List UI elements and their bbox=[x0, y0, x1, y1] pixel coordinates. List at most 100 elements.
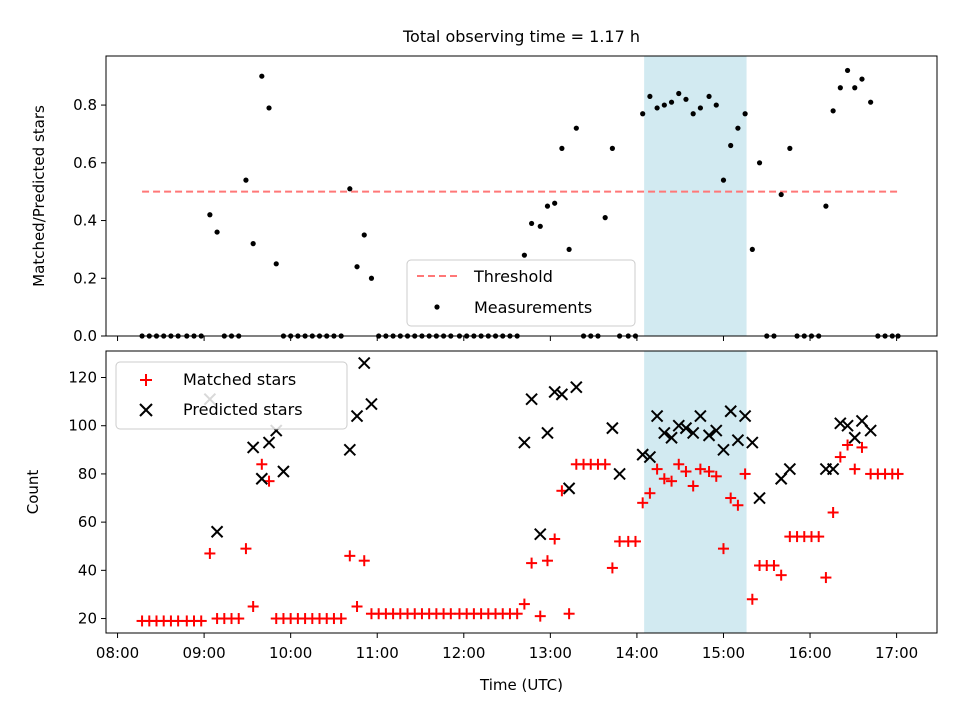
measurement-point bbox=[713, 102, 719, 108]
measurement-point bbox=[661, 102, 667, 108]
matched-star-point bbox=[768, 560, 780, 572]
predicted-star-point bbox=[562, 482, 576, 495]
predicted-star-point bbox=[672, 419, 685, 432]
matched-star-point bbox=[666, 475, 678, 487]
predicted-star-point bbox=[702, 429, 716, 442]
y-tick-label: 0.0 bbox=[73, 327, 97, 345]
matched-star-point bbox=[820, 572, 832, 584]
predicted-star-point bbox=[636, 448, 649, 461]
predicted-star-point bbox=[864, 424, 877, 437]
predicted-star-point bbox=[710, 424, 723, 437]
measurement-point bbox=[250, 241, 256, 247]
measurement-point bbox=[243, 177, 249, 183]
measurement-point bbox=[552, 200, 558, 206]
predicted-star-point bbox=[262, 436, 276, 449]
x-tick-label: 15:00 bbox=[702, 644, 745, 662]
measurement-point bbox=[647, 93, 653, 100]
predicted-star-point bbox=[210, 525, 224, 538]
x-tick-label: 16:00 bbox=[788, 644, 831, 662]
predicted-star-point bbox=[848, 431, 861, 444]
y-tick-label: 0.6 bbox=[73, 154, 97, 172]
y-axis-label: Matched/Predicted stars bbox=[30, 105, 48, 287]
y-tick-label: 100 bbox=[68, 417, 97, 435]
predicted-star-point bbox=[834, 417, 847, 430]
predicted-star-point bbox=[658, 426, 671, 440]
matched-star-point bbox=[233, 613, 245, 625]
matched-star-point bbox=[256, 458, 268, 470]
measurement-point bbox=[706, 93, 712, 100]
predicted-star-point bbox=[753, 491, 766, 505]
measurement-point bbox=[697, 105, 703, 111]
measurement-point bbox=[537, 223, 543, 229]
x-tick-label: 08:00 bbox=[96, 644, 139, 662]
legend-predicted-swatch bbox=[139, 403, 153, 417]
matched-star-point bbox=[732, 499, 744, 511]
matched-star-point bbox=[637, 497, 649, 509]
legend-top: Threshold Measurements bbox=[406, 259, 636, 327]
x-tick-label: 09:00 bbox=[182, 644, 225, 662]
predicted-star-point bbox=[841, 419, 854, 432]
predicted-star-point bbox=[613, 467, 626, 481]
y-tick-label: 20 bbox=[78, 610, 97, 628]
matched-star-point bbox=[680, 466, 692, 478]
measurement-point bbox=[830, 108, 836, 114]
y-axis-label: Count bbox=[24, 470, 42, 515]
matched-star-point bbox=[725, 492, 737, 504]
matched-star-point bbox=[563, 608, 575, 620]
legend-matched-label: Matched stars bbox=[183, 370, 296, 389]
x-tick-label: 14:00 bbox=[615, 644, 658, 662]
measurement-point bbox=[368, 275, 375, 281]
matched-star-point bbox=[710, 470, 722, 482]
predicted-star-point bbox=[826, 462, 840, 476]
measurement-point bbox=[868, 99, 874, 105]
predicted-star-point bbox=[738, 409, 752, 423]
legend-threshold-label: Threshold bbox=[473, 267, 553, 286]
matched-star-point bbox=[673, 458, 685, 470]
matched-star-point bbox=[849, 463, 861, 475]
measurement-point bbox=[354, 264, 360, 270]
x-tick-label: 13:00 bbox=[529, 644, 572, 662]
legend-predicted-label: Predicted stars bbox=[183, 400, 303, 419]
matched-star-point bbox=[687, 480, 699, 492]
predicted-star-point bbox=[746, 436, 759, 449]
predicted-star-point bbox=[665, 431, 678, 444]
measurement-point bbox=[654, 105, 660, 111]
matched-star-point bbox=[892, 468, 904, 480]
matched-star-point bbox=[842, 439, 854, 451]
matched-star-point bbox=[606, 562, 618, 574]
count-panel: 20 40 60 80 100 120 08:00 09:00 10:00 11:00 12:00… bbox=[24, 350, 938, 694]
measurement-point bbox=[749, 246, 755, 253]
predicted-star-point bbox=[686, 426, 700, 440]
measurement-point bbox=[259, 73, 265, 79]
measurement-point bbox=[521, 252, 527, 258]
matched-star-point bbox=[351, 600, 363, 612]
measurement-point bbox=[778, 191, 784, 198]
plot-frame bbox=[105, 350, 938, 634]
matched-star-point bbox=[195, 615, 207, 627]
matched-star-point bbox=[358, 555, 370, 567]
matched-star-point bbox=[511, 608, 523, 620]
measurement-point bbox=[207, 212, 213, 218]
plot-frame bbox=[105, 55, 938, 337]
matched-star-point bbox=[827, 506, 839, 518]
matched-star-point bbox=[549, 533, 561, 545]
measurement-point bbox=[844, 67, 851, 74]
measurement-point bbox=[273, 261, 279, 267]
predicted-star-point bbox=[650, 409, 664, 423]
matched-star-point bbox=[240, 543, 252, 555]
predicted-star-point bbox=[555, 388, 569, 401]
measurement-point bbox=[528, 220, 535, 227]
measurement-point bbox=[640, 111, 646, 117]
measurement-point bbox=[756, 160, 763, 166]
measurement-point bbox=[690, 111, 696, 117]
matched-star-point bbox=[739, 468, 751, 480]
matched-star-point bbox=[694, 463, 706, 475]
matched-star-point bbox=[717, 543, 729, 555]
measurement-point bbox=[823, 203, 829, 209]
y-tick-label: 40 bbox=[78, 561, 97, 579]
measurement-point bbox=[683, 96, 689, 102]
measurement-point bbox=[544, 203, 551, 209]
matched-star-point bbox=[247, 600, 259, 612]
legend-bottom: Matched stars Predicted stars bbox=[115, 361, 348, 430]
